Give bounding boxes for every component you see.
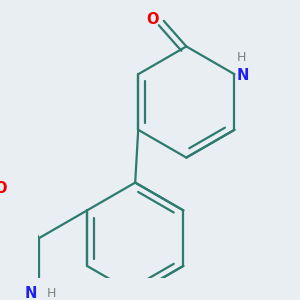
Text: O: O [146, 12, 158, 27]
Text: H: H [237, 51, 246, 64]
Text: H: H [46, 287, 56, 300]
Text: O: O [0, 181, 7, 196]
Text: N: N [25, 286, 38, 300]
Text: N: N [237, 68, 249, 83]
